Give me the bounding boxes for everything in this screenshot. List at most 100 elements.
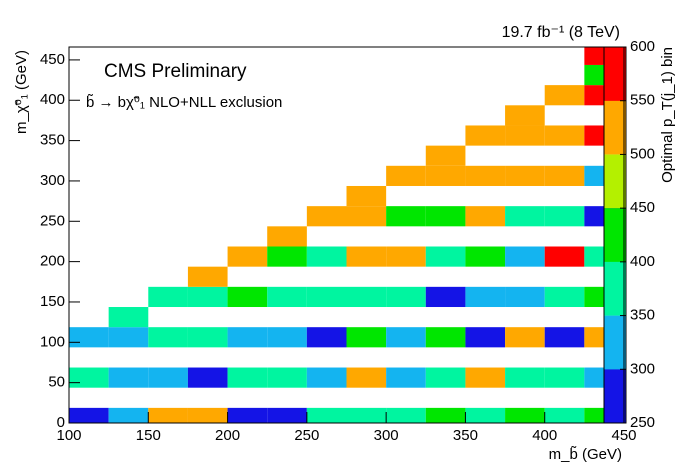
heatmap-cell (386, 327, 426, 348)
z-tick-label: 400 (630, 253, 655, 270)
heatmap-cell (69, 407, 109, 423)
heatmap-cell (465, 327, 506, 348)
heatmap-cell (306, 206, 347, 227)
x-tick-label: 300 (374, 427, 399, 444)
heatmap-cell (465, 206, 506, 227)
heatmap-cell (108, 407, 149, 423)
heatmap-cell (425, 407, 466, 423)
heatmap-cell (505, 206, 545, 227)
z-tick-label: 350 (630, 307, 655, 324)
heatmap-cell (148, 407, 188, 423)
y-tick-label: 200 (40, 253, 65, 270)
heatmap-cell (108, 367, 149, 388)
heatmap-cell (465, 165, 506, 186)
heatmap-cell (267, 327, 307, 348)
y-tick-label: 350 (40, 132, 65, 149)
z-tick-label: 600 (630, 38, 655, 55)
heatmap-cell (346, 286, 387, 308)
heatmap-cell (465, 125, 506, 146)
heatmap-cell (505, 165, 545, 186)
heatmap-cell (267, 226, 307, 247)
palette-band (604, 100, 626, 155)
heatmap-cell (346, 206, 387, 227)
heatmap-cell (306, 286, 347, 308)
heatmap-cell (346, 185, 387, 207)
heatmap-cell (386, 246, 426, 267)
x-tick-label: 150 (136, 427, 161, 444)
frame (68, 46, 625, 424)
heatmap-cell (425, 286, 466, 308)
heatmap-cell (227, 367, 268, 388)
y-tick-label: 0 (57, 414, 65, 431)
y-tick-label: 50 (48, 374, 65, 391)
heatmap-cell (187, 286, 228, 308)
y-tick-label: 450 (40, 51, 65, 68)
heatmap-cell (505, 327, 545, 348)
heatmap-cell (187, 407, 228, 423)
heatmap-cell (148, 327, 188, 348)
heatmap-cell (306, 246, 347, 267)
heatmap-cell (346, 367, 387, 388)
heatmap-cell (386, 165, 426, 186)
heatmap-cell (69, 367, 109, 388)
heatmap-cell (505, 286, 545, 308)
heatmap-cell (267, 286, 307, 308)
lumi-label: 19.7 fb⁻¹ (8 TeV) (502, 24, 620, 41)
palette-band (604, 315, 626, 370)
heatmap-cell (227, 286, 268, 308)
heatmap-cell (386, 206, 426, 227)
heatmap-cell (425, 165, 466, 186)
y-tick-label: 400 (40, 91, 65, 108)
x-tick-label: 350 (453, 427, 478, 444)
heatmap-cell (544, 407, 585, 423)
heatmap-cell (187, 327, 228, 348)
heatmap-cell (505, 407, 545, 423)
heatmap-cell (544, 367, 585, 388)
heatmap-cell (505, 105, 545, 126)
heatmap-cell (386, 286, 426, 308)
heatmap-cell (267, 246, 307, 267)
heatmap-cell (227, 407, 268, 423)
heatmap-cell (505, 125, 545, 146)
y-tick-label: 250 (40, 212, 65, 229)
x-tick-label: 250 (294, 427, 319, 444)
x-tick-label: 450 (611, 427, 636, 444)
heatmap-cell (386, 407, 426, 423)
x-tick-label: 400 (532, 427, 557, 444)
heatmap-cell (267, 367, 307, 388)
heatmap-cell (346, 246, 387, 267)
heatmap-cell (187, 266, 228, 287)
z-tick-label: 250 (630, 414, 655, 431)
y-axis-label: m_χ̃⁰₁ (GeV) (13, 50, 30, 134)
heatmap-cell (465, 407, 506, 423)
heatmap-cell (544, 85, 585, 106)
z-tick-label: 450 (630, 199, 655, 216)
palette-band (604, 154, 626, 209)
heatmap-cell (108, 327, 149, 348)
chart-subtitle: b̃ → bχ̃⁰₁ NLO+NLL exclusion (86, 93, 282, 110)
heatmap-cell (306, 367, 347, 388)
heatmap-cell (465, 367, 506, 388)
x-tick-label: 200 (215, 427, 240, 444)
z-tick-label: 500 (630, 145, 655, 162)
palette-band (604, 369, 626, 423)
z-tick-label: 300 (630, 360, 655, 377)
palette-frame (603, 46, 627, 424)
heatmap-cell (346, 327, 387, 348)
heatmap-cell (386, 367, 426, 388)
heatmap-cell (187, 367, 228, 388)
heatmap-cell (425, 327, 466, 348)
heatmap-cell (346, 407, 387, 423)
chart-title: CMS Preliminary (104, 61, 247, 82)
x-axis-label: m_b̃ (GeV) (549, 445, 622, 462)
heatmap-cell (227, 246, 268, 267)
heatmap-cell (425, 367, 466, 388)
palette-band (604, 47, 626, 101)
heatmap-cell (425, 246, 466, 267)
heatmap-cell (148, 367, 188, 388)
y-tick-label: 300 (40, 172, 65, 189)
heatmap-cell (544, 206, 585, 227)
heatmap-cell (465, 246, 506, 267)
z-axis-label: Optimal p_T(j_1) bin (659, 47, 676, 183)
